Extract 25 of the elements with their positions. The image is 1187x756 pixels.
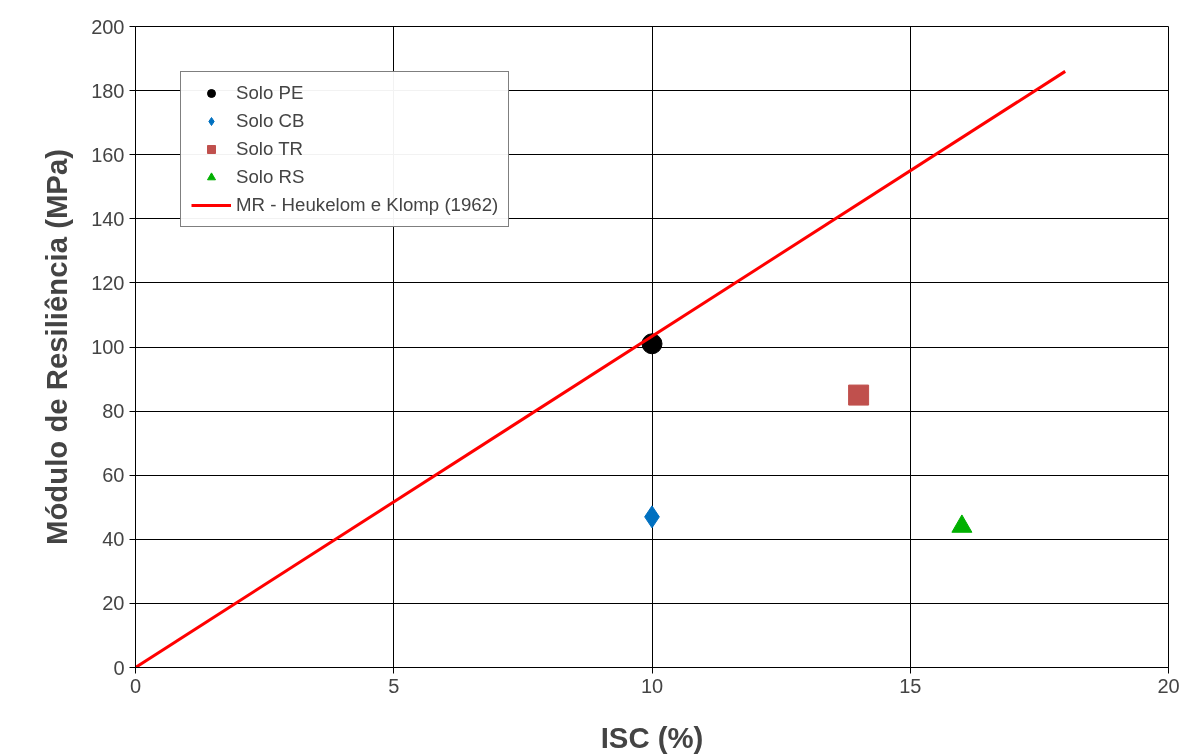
y-tick-label: 120 <box>91 271 125 294</box>
y-tick-label: 60 <box>102 464 125 487</box>
y-tick-label: 200 <box>91 15 125 38</box>
x-tick-label: 10 <box>640 674 664 697</box>
y-tick-label: 160 <box>91 143 125 166</box>
x-tick-label: 0 <box>129 674 142 697</box>
x-axis-title: ISC (%) <box>600 720 704 754</box>
legend-label: Solo RS <box>236 166 305 188</box>
legend-label: Solo PE <box>236 82 304 104</box>
y-tick-label: 20 <box>102 592 125 615</box>
y-tick-label: 180 <box>91 79 125 102</box>
x-tick-label: 20 <box>1157 674 1180 697</box>
point <box>951 514 973 533</box>
legend-label: MR - Heukelom e Klomp (1962) <box>236 194 499 216</box>
point <box>848 384 870 406</box>
y-tick-label: 0 <box>113 656 125 679</box>
y-tick-label: 40 <box>102 528 125 551</box>
legend-label: Solo TR <box>236 138 304 160</box>
y-tick-label: 80 <box>102 400 125 423</box>
x-tick-label: 15 <box>899 674 922 697</box>
x-tick-label: 5 <box>388 674 400 697</box>
y-axis-title: Módulo de Resiliência (MPa) <box>40 148 74 545</box>
legend-label: Solo CB <box>236 110 305 132</box>
y-tick-label: 100 <box>91 336 125 358</box>
y-tick-label: 140 <box>91 207 125 230</box>
